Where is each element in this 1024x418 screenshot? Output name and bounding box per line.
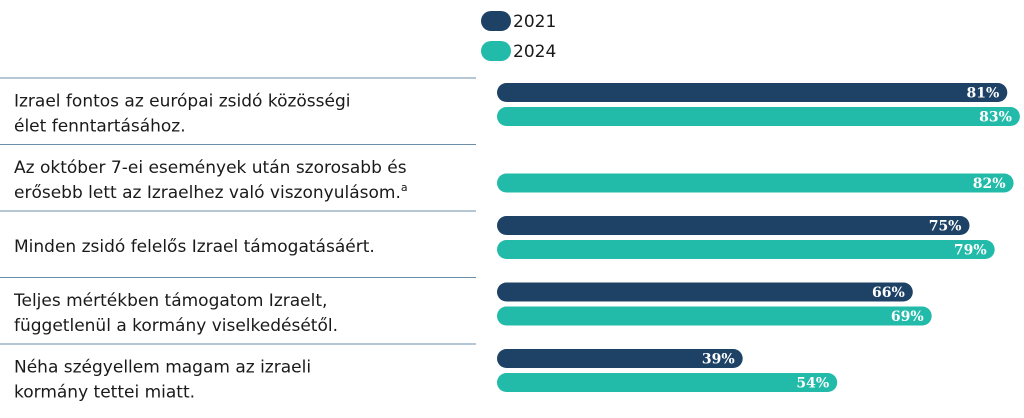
value-label: 83% xyxy=(979,110,1012,126)
category-label: kormány tettei miatt. xyxy=(14,383,195,403)
category-label: Teljes mértékben támogatom Izraelt, xyxy=(13,291,327,311)
category-label: Az október 7-ei események után szorosabb… xyxy=(14,158,407,178)
category-label: Néha szégyellem magam az izraeli xyxy=(14,358,311,378)
value-label: 81% xyxy=(967,86,1000,102)
category-text: Izrael fontos az európai zsidó közösségi xyxy=(14,92,351,112)
bar xyxy=(497,349,743,368)
value-label: 75% xyxy=(929,219,962,235)
value-label: 39% xyxy=(702,352,735,368)
value-label: 69% xyxy=(891,309,924,325)
category-label: függetlenül a kormány viselkedésétől. xyxy=(14,316,338,336)
category-label: élet fenntartásához. xyxy=(14,117,186,137)
category-text: Minden zsidó felelős Izrael támogatásáér… xyxy=(14,237,375,257)
bar xyxy=(497,83,1008,102)
bar xyxy=(497,282,913,302)
category-text: függetlenül a kormány viselkedésétől. xyxy=(14,316,338,336)
bar xyxy=(497,306,932,326)
value-label: 82% xyxy=(973,176,1006,192)
legend-label: 2024 xyxy=(513,42,556,62)
category-superscript: a xyxy=(401,181,408,194)
category-text: élet fenntartásához. xyxy=(14,117,186,137)
category-label: erősebb lett az Izraelhez való viszonyul… xyxy=(14,181,408,203)
category-text: erősebb lett az Izraelhez való viszonyul… xyxy=(14,183,401,203)
bar xyxy=(497,216,970,235)
category-label: Izrael fontos az európai zsidó közösségi xyxy=(14,92,351,112)
bar xyxy=(497,373,838,392)
category-label: Minden zsidó felelős Izrael támogatásáér… xyxy=(14,237,375,257)
category-text: kormány tettei miatt. xyxy=(14,383,195,403)
legend-swatch xyxy=(481,41,511,61)
value-label: 66% xyxy=(872,285,905,301)
category-text: Néha szégyellem magam az izraeli xyxy=(14,358,311,378)
category-text: Az október 7-ei események után szorosabb… xyxy=(14,158,407,178)
legend-swatch xyxy=(481,11,511,31)
value-label: 54% xyxy=(796,376,829,392)
bar xyxy=(497,240,995,259)
bar xyxy=(497,107,1020,126)
bar xyxy=(497,173,1014,193)
value-label: 79% xyxy=(954,243,987,259)
category-text: Teljes mértékben támogatom Izraelt, xyxy=(13,291,327,311)
legend-label: 2021 xyxy=(513,12,556,32)
